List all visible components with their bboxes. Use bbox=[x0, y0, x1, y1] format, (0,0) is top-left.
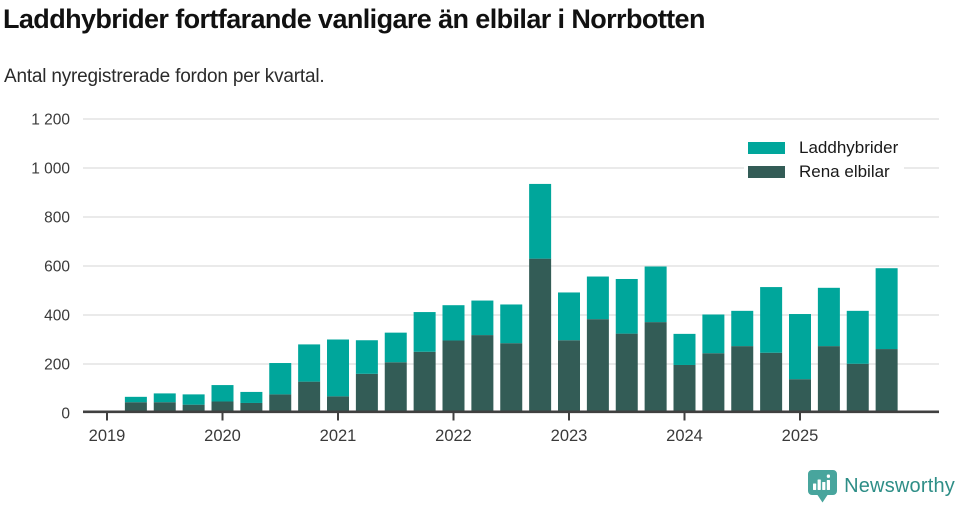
bar-2020-q2-rena-elbilar bbox=[240, 402, 263, 413]
bar-2019-q3-laddhybrider bbox=[153, 393, 176, 403]
bar-2024-q2-laddhybrider bbox=[702, 314, 725, 354]
y-axis-label-0: 0 bbox=[61, 406, 70, 423]
bar-2023-q1-laddhybrider bbox=[558, 292, 580, 341]
bar-2024-q4-rena-elbilar bbox=[760, 352, 783, 413]
brand-name: Newsworthy bbox=[844, 474, 955, 497]
x-axis-label-2019: 2019 bbox=[89, 427, 126, 445]
bar-2023-q4-laddhybrider bbox=[644, 266, 667, 323]
bar-2024-q2-rena-elbilar bbox=[702, 353, 725, 413]
bar-2022-q3-rena-elbilar bbox=[500, 343, 523, 414]
bar-2025-q1-rena-elbilar bbox=[789, 379, 811, 413]
bar-2022-q3-laddhybrider bbox=[500, 304, 523, 344]
bar-2021-q3-laddhybrider bbox=[384, 332, 407, 363]
y-axis-label-800: 800 bbox=[44, 210, 70, 227]
newsworthy-logo-icon bbox=[808, 470, 838, 503]
bar-2022-q1-rena-elbilar bbox=[442, 340, 465, 413]
bar-2019-q2-laddhybrider bbox=[124, 396, 147, 403]
bar-2024-q3-laddhybrider bbox=[731, 310, 754, 347]
chart-subtitle: Antal nyregistrerade fordon per kvartal. bbox=[4, 66, 325, 87]
bar-2021-q2-laddhybrider bbox=[355, 340, 378, 374]
x-axis-label-2025: 2025 bbox=[782, 427, 819, 445]
legend-swatch-rena-elbilar bbox=[748, 166, 785, 178]
bar-2023-q2-laddhybrider bbox=[586, 276, 609, 320]
bar-2025-q2-laddhybrider bbox=[817, 287, 840, 347]
x-axis-label-2021: 2021 bbox=[320, 427, 357, 445]
bar-2019-q4-rena-elbilar bbox=[182, 404, 205, 413]
bar-2019-q2-rena-elbilar bbox=[124, 402, 147, 413]
bar-2025-q1-laddhybrider bbox=[789, 314, 811, 380]
bar-2020-q1-rena-elbilar bbox=[211, 401, 234, 414]
bar-2022-q1-laddhybrider bbox=[442, 305, 465, 341]
x-axis-label-2022: 2022 bbox=[435, 427, 472, 445]
bar-2025-q3-rena-elbilar bbox=[846, 363, 869, 413]
chart-title: Laddhybrider fortfarande vanligare än el… bbox=[3, 4, 705, 34]
bar-2019-q4-laddhybrider bbox=[182, 394, 205, 405]
bar-2020-q1-laddhybrider bbox=[211, 385, 234, 402]
bar-2023-q2-rena-elbilar bbox=[586, 319, 609, 413]
bar-2025-q4-rena-elbilar bbox=[875, 349, 898, 414]
bar-2019-q3-rena-elbilar bbox=[153, 402, 176, 413]
bar-2023-q4-rena-elbilar bbox=[644, 322, 667, 413]
bar-2021-q2-rena-elbilar bbox=[355, 373, 378, 413]
legend-item-laddhybrider: Laddhybrider bbox=[748, 136, 898, 160]
x-axis-label-2023: 2023 bbox=[551, 427, 588, 445]
bar-2020-q3-rena-elbilar bbox=[269, 394, 292, 413]
bar-2023-q3-rena-elbilar bbox=[615, 333, 638, 413]
newsworthy-brand: Newsworthy bbox=[807, 469, 955, 503]
bar-2025-q2-rena-elbilar bbox=[817, 346, 840, 414]
y-axis-label-200: 200 bbox=[44, 357, 70, 374]
chart-legend: Laddhybrider Rena elbilar bbox=[744, 134, 905, 186]
bar-2020-q3-laddhybrider bbox=[269, 363, 292, 395]
y-axis-label-600: 600 bbox=[44, 259, 70, 276]
bar-2023-q1-rena-elbilar bbox=[558, 340, 580, 414]
legend-item-rena-elbilar: Rena elbilar bbox=[748, 160, 898, 184]
y-axis-label-1000: 1 000 bbox=[31, 161, 70, 178]
bar-2024-q4-laddhybrider bbox=[760, 287, 783, 353]
bar-2021-q3-rena-elbilar bbox=[384, 362, 407, 413]
legend-label: Rena elbilar bbox=[799, 162, 890, 181]
x-axis-label-2020: 2020 bbox=[204, 427, 241, 445]
legend-label: Laddhybrider bbox=[799, 138, 899, 157]
bar-2022-q2-rena-elbilar bbox=[471, 335, 494, 413]
bar-2021-q1-rena-elbilar bbox=[327, 396, 349, 413]
bar-2020-q4-laddhybrider bbox=[298, 344, 321, 382]
legend-swatch-laddhybrider bbox=[748, 142, 785, 154]
bar-2025-q3-laddhybrider bbox=[846, 310, 869, 364]
x-axis-label-2024: 2024 bbox=[666, 427, 703, 445]
bar-2025-q4-laddhybrider bbox=[875, 268, 898, 350]
bar-2024-q1-rena-elbilar bbox=[673, 364, 696, 413]
bar-2020-q2-laddhybrider bbox=[240, 391, 263, 403]
bar-2023-q3-laddhybrider bbox=[615, 278, 638, 334]
y-axis-label-400: 400 bbox=[44, 308, 70, 325]
y-axis-label-1200: 1 200 bbox=[31, 112, 70, 129]
bar-2024-q1-laddhybrider bbox=[673, 333, 696, 365]
bar-2022-q4-laddhybrider bbox=[529, 183, 552, 259]
bar-2020-q4-rena-elbilar bbox=[298, 381, 321, 413]
bar-2021-q1-laddhybrider bbox=[327, 339, 349, 397]
bar-2024-q3-rena-elbilar bbox=[731, 346, 754, 414]
bar-2021-q4-rena-elbilar bbox=[413, 351, 436, 413]
bar-2021-q4-laddhybrider bbox=[413, 312, 436, 352]
bar-2022-q4-rena-elbilar bbox=[529, 258, 552, 413]
bar-2022-q2-laddhybrider bbox=[471, 300, 494, 336]
